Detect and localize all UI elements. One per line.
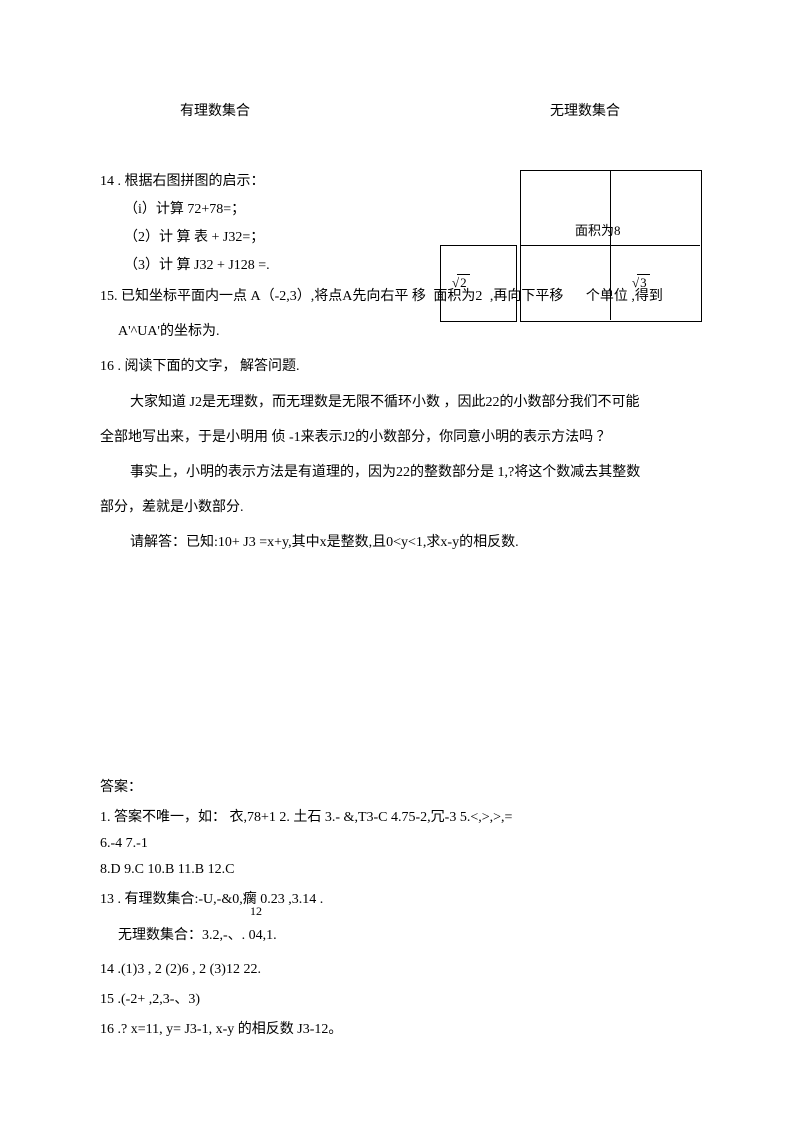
q16-p2: 全部地写出来，于是小明用 侦 -1来表示J2的小数部分，你同意小明的表示方法吗 … <box>100 425 700 450</box>
q16-p4: 部分，差就是小数部分. <box>100 495 700 520</box>
answers-section: 答案： 1. 答案不唯一，如： 衣,78+1 2. 土石 3.- &,T3-C … <box>100 776 700 1038</box>
rational-set-label: 有理数集合 <box>180 100 250 120</box>
q16-p3: 事实上，小明的表示方法是有道理的，因为22的整数部分是 1,?将这个数减去其整数 <box>100 460 700 485</box>
answer-16: 16 .? x=11, y= J3-1, x-y 的相反数 J3-12。 <box>100 1018 700 1038</box>
answer-15: 15 .(-2+ ,2,3-、3) <box>100 988 700 1008</box>
answer-13b: 无理数集合：3.2,-、. 04,1. <box>100 924 700 944</box>
square-diagram: 面积为8 2 3 <box>420 170 720 330</box>
q14-title: 14 . 根据右图拼图的启示： <box>100 170 420 190</box>
q16-p5: 请解答：已知:10+ J3 =x+y,其中x是整数,且0<y<1,求x-y的相反… <box>100 530 700 555</box>
q14-i2: （2）计 算 表 + J32=； <box>100 226 420 246</box>
area-2-label: 2 <box>450 275 470 291</box>
sqrt3-label: 3 <box>630 275 650 291</box>
q15-pre: 15. 已知坐标平面内一点 A（-2,3）,将点A先向右平 移 <box>100 289 426 304</box>
answer-13: 13 . 有理数集合:-U,-&0,瘸 0.23 ,3.14 . 12 <box>100 888 700 914</box>
question-14: 14 . 根据右图拼图的启示： （i）计算 72+78=； （2）计 算 表 +… <box>100 170 700 274</box>
irrational-set-label: 无理数集合 <box>550 100 620 120</box>
answers-title: 答案： <box>100 776 700 796</box>
answer-1: 1. 答案不唯一，如： 衣,78+1 2. 土石 3.- &,T3-C 4.75… <box>100 806 700 826</box>
q14-i3: （3）计 算 J32 + J128 =. <box>100 254 420 274</box>
answer-14: 14 .(1)3 , 2 (2)6 , 2 (3)12 22. <box>100 962 700 978</box>
answer-6-7: 6.-4 7.-1 <box>100 836 700 852</box>
answer-8-12: 8.D 9.C 10.B 11.B 12.C <box>100 862 700 878</box>
answer-13-sub: 12 <box>100 908 700 914</box>
q16-title: 16 . 阅读下面的文字， 解答问题. <box>100 354 700 379</box>
area-8-label: 面积为8 <box>575 220 621 239</box>
q16-p1: 大家知道 J2是无理数，而无理数是无限不循环小数 ，因此22的小数部分我们不可能 <box>100 390 700 415</box>
q14-i1: （i）计算 72+78=； <box>100 198 420 218</box>
